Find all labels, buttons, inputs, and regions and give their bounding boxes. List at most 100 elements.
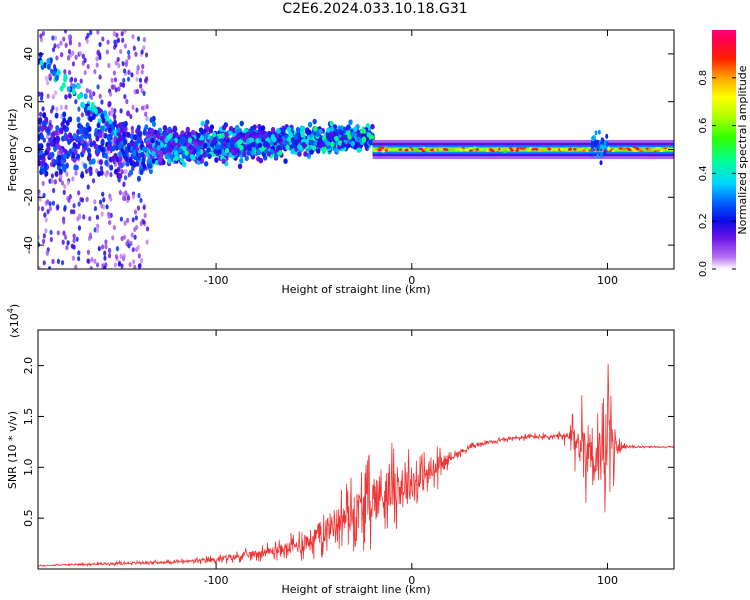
spectrogram-xlabel: Height of straight line (km)	[281, 283, 430, 296]
snr-xtick-label: -100	[204, 574, 229, 587]
heatmap-cell	[599, 160, 603, 166]
heatmap-cell	[217, 149, 222, 155]
heatmap-cell	[93, 199, 97, 205]
heatmap-cell	[101, 117, 106, 124]
heatmap-cell	[78, 128, 83, 135]
heatmap-cell	[603, 149, 607, 155]
svg-text:(x104): (x104)	[6, 304, 21, 338]
heatmap-cell	[204, 132, 209, 139]
heatmap-cell	[133, 264, 137, 269]
heatmap-cell	[77, 201, 81, 207]
heatmap-cell	[56, 230, 60, 236]
heatmap-cell	[98, 41, 102, 48]
heatmap-cell	[285, 144, 290, 151]
heatmap-cell	[647, 148, 652, 151]
heatmap-cell	[72, 209, 76, 215]
heatmap-cell	[525, 148, 529, 151]
heatmap-cell	[131, 217, 135, 223]
heatmap-cell	[53, 90, 58, 96]
spectrogram-ytick-label: 40	[22, 47, 35, 61]
heatmap-cell	[404, 148, 409, 152]
heatmap-cell	[370, 123, 375, 130]
colorbar: 0.0 0.2 0.4 0.6 0.8 Normalized spectral ampl…	[698, 30, 749, 277]
spectrogram-panel: -100 0 100 -40 -20 0 20 40 Height of straight l…	[6, 29, 675, 296]
heatmap-cell	[113, 39, 117, 45]
heatmap-cell	[134, 215, 139, 221]
heatmap-cell	[54, 112, 59, 119]
colorbar-gradient	[712, 30, 736, 269]
heatmap-cell	[117, 86, 121, 92]
heatmap-cell	[433, 148, 438, 152]
heatmap-cell	[109, 172, 113, 178]
heatmap-cell	[137, 131, 142, 138]
heatmap-cell	[369, 134, 375, 141]
heatmap-cell	[66, 180, 70, 186]
heatmap-cell	[255, 137, 260, 144]
heatmap-cell	[48, 73, 52, 79]
heatmap-cell	[77, 106, 81, 112]
heatmap-cell	[636, 148, 640, 151]
heatmap-cell	[106, 135, 111, 142]
heatmap-cell	[118, 150, 123, 157]
heatmap-cell	[72, 244, 76, 250]
heatmap-cell	[126, 195, 131, 201]
heatmap-cell	[86, 249, 91, 255]
heatmap-cell	[310, 139, 315, 146]
heatmap-cell	[100, 99, 104, 105]
heatmap-cell	[162, 125, 168, 131]
heatmap-cell	[582, 149, 586, 152]
heatmap-cell	[75, 236, 79, 242]
heatmap-cell	[142, 163, 147, 170]
heatmap-cell	[100, 125, 105, 132]
heatmap-cell	[62, 230, 66, 236]
heatmap-cell	[53, 179, 57, 185]
heatmap-cell	[307, 129, 312, 136]
heatmap-cell	[343, 134, 349, 141]
heatmap-cell	[86, 155, 91, 162]
colorbar-tick-label: 0.4	[698, 165, 709, 181]
heatmap-cell	[138, 77, 143, 83]
heatmap-cell	[286, 126, 292, 133]
heatmap-cell	[113, 77, 118, 83]
heatmap-cell	[130, 129, 135, 135]
heatmap-cell	[534, 148, 539, 151]
heatmap-cell	[607, 148, 611, 151]
heatmap-cell	[132, 150, 137, 157]
heatmap-cell	[114, 87, 118, 93]
heatmap-cell	[149, 117, 154, 124]
heatmap-cell	[125, 160, 130, 167]
heatmap-cell	[56, 69, 61, 76]
heatmap-cell	[322, 146, 327, 153]
heatmap-cell	[132, 259, 136, 265]
heatmap-cell	[117, 62, 121, 69]
spectrogram-ytick-label: 0	[22, 146, 35, 153]
heatmap-cell	[65, 244, 69, 251]
heatmap-cell	[68, 40, 72, 46]
heatmap-cell	[80, 197, 85, 203]
heatmap-cell	[112, 70, 117, 76]
heatmap-cell	[398, 148, 403, 151]
heatmap-cell	[129, 145, 134, 152]
spectrogram-xtick-label: 0	[408, 274, 415, 287]
heatmap-cell	[104, 244, 108, 250]
heatmap-cell	[341, 141, 346, 148]
snr-ylabel: SNR (10 * v/v)	[6, 411, 19, 489]
heatmap-cell	[172, 125, 178, 132]
heatmap-cell	[114, 144, 119, 151]
heatmap-cell	[62, 153, 67, 160]
heatmap-cell	[113, 108, 117, 114]
heatmap-cell	[61, 163, 66, 170]
heatmap-cell	[515, 149, 519, 152]
heatmap-cell	[510, 149, 514, 152]
heatmap-cell	[167, 158, 172, 164]
heatmap-cell	[154, 159, 160, 166]
heatmap-cell	[81, 147, 86, 154]
heatmap-cell	[297, 151, 302, 157]
heatmap-cell	[189, 153, 195, 160]
heatmap-cell	[168, 145, 174, 152]
heatmap-cell	[643, 148, 647, 152]
heatmap-cell	[559, 148, 564, 151]
heatmap-cell	[179, 157, 185, 163]
colorbar-tick-label: 0.6	[698, 118, 709, 134]
heatmap-cell	[303, 151, 308, 157]
